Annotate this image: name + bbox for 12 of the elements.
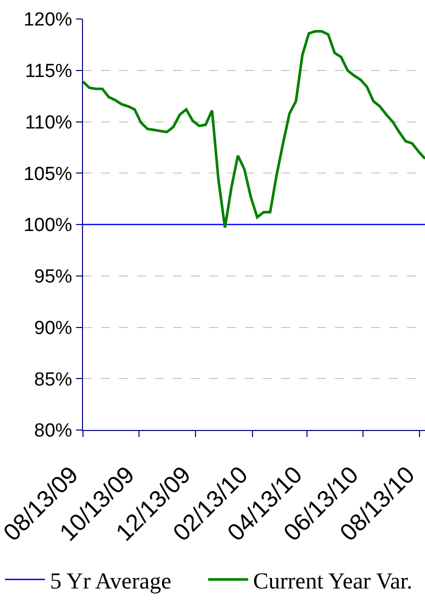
- y-tick-label: 115%: [25, 61, 72, 82]
- y-tick-label: 105%: [24, 164, 72, 185]
- line-series: [83, 30, 425, 229]
- legend-label: 5 Yr Average: [50, 568, 172, 594]
- y-tick-label: 100%: [24, 215, 72, 236]
- y-tick-label: 90%: [34, 318, 72, 339]
- y-tick-label: 120%: [24, 10, 72, 31]
- y-tick-label: 85%: [34, 369, 72, 390]
- y-tick-label: 80%: [34, 420, 72, 442]
- y-tick-label: 110%: [25, 112, 72, 134]
- legend-label: Current Year Var.: [253, 568, 412, 594]
- y-tick-label: 95%: [34, 266, 72, 288]
